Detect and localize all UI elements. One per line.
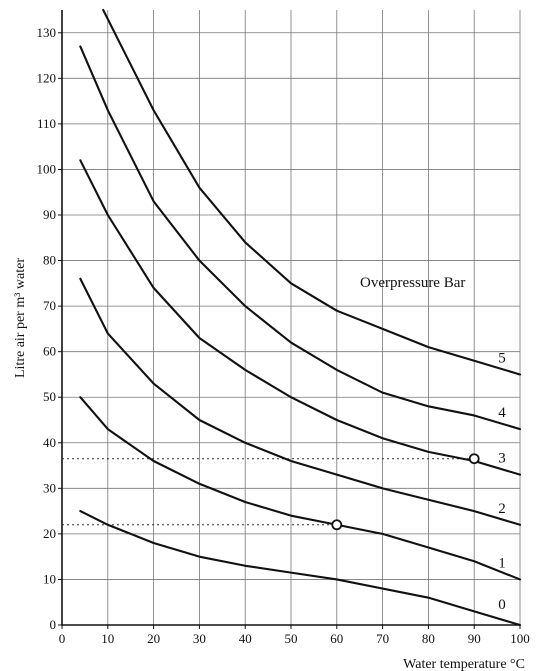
y-axis-label: Litre air per m³ water [13,258,28,378]
y-tick-label: 50 [43,389,56,404]
x-tick-label: 10 [101,631,114,646]
data-marker [331,519,343,531]
y-tick-label: 30 [43,480,56,495]
y-tick-label: 120 [37,70,57,85]
y-tick-label: 80 [43,253,56,268]
series-label: 0 [498,597,506,613]
series-label: 1 [498,555,506,571]
x-tick-label: 100 [510,631,530,646]
series-line [79,396,522,581]
series-line [79,510,522,627]
y-tick-label: 10 [43,571,56,586]
series-line [102,8,522,376]
x-tick-label: 20 [147,631,160,646]
y-tick-label: 70 [43,298,56,313]
y-tick-label: 130 [37,25,57,40]
series-label: 4 [498,405,506,421]
x-tick-label: 90 [468,631,481,646]
series-line [79,159,522,476]
series-label: 5 [498,350,506,366]
series-line [79,45,522,431]
x-tick-label: 40 [239,631,252,646]
x-tick-label: 50 [285,631,298,646]
data-marker [468,453,480,465]
legend-title: Overpressure Bar [360,275,465,291]
x-tick-label: 80 [422,631,435,646]
x-tick-label: 0 [59,631,66,646]
y-tick-label: 40 [43,435,56,450]
y-tick-label: 0 [50,617,57,632]
y-tick-label: 110 [37,116,56,131]
y-tick-label: 100 [37,161,57,176]
x-tick-label: 60 [330,631,343,646]
series-label: 3 [498,451,506,467]
series-line [79,277,522,526]
x-tick-label: 30 [193,631,206,646]
y-tick-label: 90 [43,207,56,222]
x-tick-label: 70 [376,631,389,646]
x-axis-label: Water temperature °C [403,657,525,671]
y-tick-label: 20 [43,526,56,541]
y-tick-label: 60 [43,344,56,359]
series-label: 2 [498,501,506,517]
